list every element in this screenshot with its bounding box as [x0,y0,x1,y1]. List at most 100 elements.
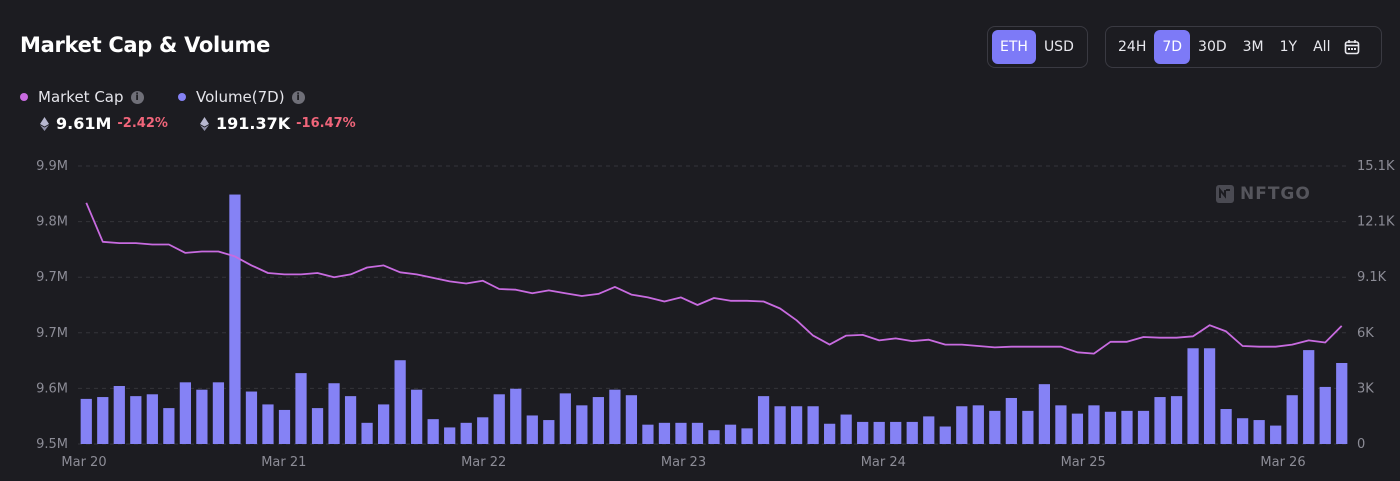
y-left-tick-label: 9.9M [36,159,68,174]
range-1y-button[interactable]: 1Y [1279,39,1298,55]
volume-stat: 191.37K -16.47% [200,114,356,133]
volume-bar [411,389,423,444]
volume-bar [724,424,737,444]
volume-bar [477,417,489,444]
legend-volume[interactable]: Volume(7D) i [178,88,305,106]
volume-bar [328,383,340,444]
volume-bar [1220,409,1232,444]
y-right-tick-label: 6K [1357,326,1374,341]
volume-bar [1154,397,1166,444]
legend-volume-label: Volume(7D) [196,88,285,106]
chart-title: Market Cap & Volume [20,33,271,57]
volume-bar [1319,386,1331,444]
volume-bar [179,382,191,444]
volume-bar [592,397,604,444]
volume-bar [311,408,324,444]
range-24h-button[interactable]: 24H [1118,39,1147,55]
range-7d-button[interactable]: 7D [1154,30,1191,64]
volume-bar [625,395,638,444]
volume-bar [675,422,687,444]
range-3m-button[interactable]: 3M [1242,39,1264,55]
y-left-tick-label: 9.6M [36,381,68,396]
volume-bar [1088,405,1100,444]
y-left-tick-label: 9.7M [36,326,68,341]
volume-bar [1253,420,1265,444]
volume-bar [807,406,819,444]
market-cap-change: -2.42% [117,116,168,131]
volume-bar [576,405,588,444]
volume-bar [1237,418,1249,444]
volume-bar [146,394,158,444]
volume-bar [956,406,968,444]
volume-bar [857,421,869,444]
y-left-tick-label: 9.8M [36,215,68,230]
nftgo-logo-icon [1216,185,1234,203]
y-left-tick-label: 9.5M [36,437,68,452]
x-tick-label: Mar 22 [461,455,506,470]
volume-bar [80,398,92,444]
volume-bar [1170,396,1183,444]
volume-bar [1055,405,1067,444]
volume-bar [163,408,175,444]
y-right-tick-label: 3K [1357,381,1374,396]
range-30d-button[interactable]: 30D [1198,39,1227,55]
volume-bar [344,396,357,444]
volume-bar [1022,410,1034,444]
volume-bar [989,410,1001,444]
volume-bar [972,405,984,444]
volume-bar [1137,410,1150,444]
volume-bar [658,422,671,444]
market-cap-dot-icon [20,93,28,101]
info-icon[interactable]: i [291,90,305,104]
currency-eth-button[interactable]: ETH [992,30,1036,64]
volume-bar [1203,348,1216,444]
volume-bar [906,421,918,444]
volume-bar [642,424,654,444]
volume-bar [460,422,472,444]
range-all-button[interactable]: All [1313,39,1331,55]
volume-bar [361,422,373,444]
volume-bar [559,393,571,444]
watermark-text: NFTGO [1240,184,1311,204]
volume-bar [741,428,753,444]
volume-bar [444,427,456,444]
x-tick-label: Mar 25 [1061,455,1106,470]
volume-bar [427,419,439,444]
info-icon[interactable]: i [130,90,144,104]
volume-bar [278,409,291,444]
volume-bar [377,404,390,444]
volume-bar [790,406,803,444]
volume-bar [97,397,109,444]
volume-bar [196,389,208,444]
volume-bar [295,373,307,444]
volume-bar [1270,425,1282,444]
volume-bar [1121,410,1133,444]
volume-bar [212,382,225,444]
x-tick-label: Mar 21 [261,455,306,470]
x-tick-label: Mar 23 [661,455,706,470]
volume-bar [493,394,505,444]
legend-market-cap-label: Market Cap [38,88,124,106]
volume-change: -16.47% [296,116,356,131]
x-tick-label: Mar 20 [61,455,106,470]
market-cap-value: 9.61M [56,114,112,133]
market-cap-line [85,202,1343,355]
volume-bar [923,416,935,444]
eth-icon [40,116,49,131]
volume-bar [609,389,621,444]
legend-market-cap[interactable]: Market Cap i [20,88,144,106]
volume-bar [1038,384,1051,444]
x-tick-label: Mar 24 [861,455,906,470]
y-left-tick-label: 9.7M [36,270,68,285]
volume-bar [1005,397,1017,444]
volume-bar [229,194,241,444]
volume-bar [1286,395,1298,444]
volume-bar [1336,362,1348,444]
currency-usd-button[interactable]: USD [1043,39,1074,55]
eth-icon [200,116,209,131]
volume-bar [245,391,258,444]
calendar-icon[interactable] [1342,30,1362,64]
volume-bar [1104,411,1117,444]
volume-bar [526,415,538,444]
